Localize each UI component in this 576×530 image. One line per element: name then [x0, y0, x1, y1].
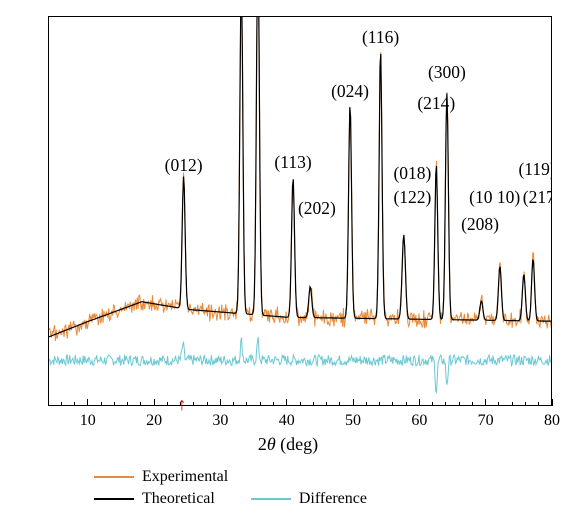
legend-label: Experimental: [142, 468, 228, 486]
peak-label: (217): [523, 189, 552, 207]
marker-arrow: ↑: [177, 394, 186, 415]
peak-label: (012): [165, 157, 203, 175]
x-tick-label: 50: [345, 412, 361, 430]
legend-label: Difference: [299, 490, 367, 508]
peak-label: (113): [274, 154, 311, 172]
peak-label: (119): [518, 161, 552, 179]
x-tick-label: 70: [478, 412, 494, 430]
peak-label: (024): [331, 83, 369, 101]
x-tick-label: 40: [279, 412, 295, 430]
peak-label: (208): [461, 216, 499, 234]
legend-item: Difference: [251, 488, 367, 510]
legend-label: Theoretical: [142, 490, 215, 508]
plot-area: (012)(104)(110)(113)(202)(024)(116)(018)…: [48, 16, 552, 406]
peak-label: (122): [393, 189, 431, 207]
x-tick-label: 60: [411, 412, 427, 430]
peak-label: (214): [417, 95, 455, 113]
legend-swatch: [94, 476, 134, 478]
x-tick-label: 20: [146, 412, 162, 430]
peak-label: (018): [393, 165, 431, 183]
legend: Experimental Theoretical Difference: [94, 466, 524, 510]
legend-item: Theoretical: [94, 488, 215, 510]
peak-label: (116): [362, 29, 399, 47]
legend-item: Experimental: [94, 466, 228, 488]
xrd-chart: (012)(104)(110)(113)(202)(024)(116)(018)…: [0, 0, 576, 530]
x-tick-label: 80: [544, 412, 560, 430]
x-axis-label: 2θ (deg): [0, 434, 576, 455]
peak-label: (300): [428, 64, 466, 82]
legend-swatch: [251, 498, 291, 500]
peak-label: (202): [298, 200, 336, 218]
x-tick-label: 10: [80, 412, 96, 430]
legend-swatch: [94, 498, 134, 500]
x-tick-label: 30: [212, 412, 228, 430]
peak-label: (10 10): [469, 189, 520, 207]
